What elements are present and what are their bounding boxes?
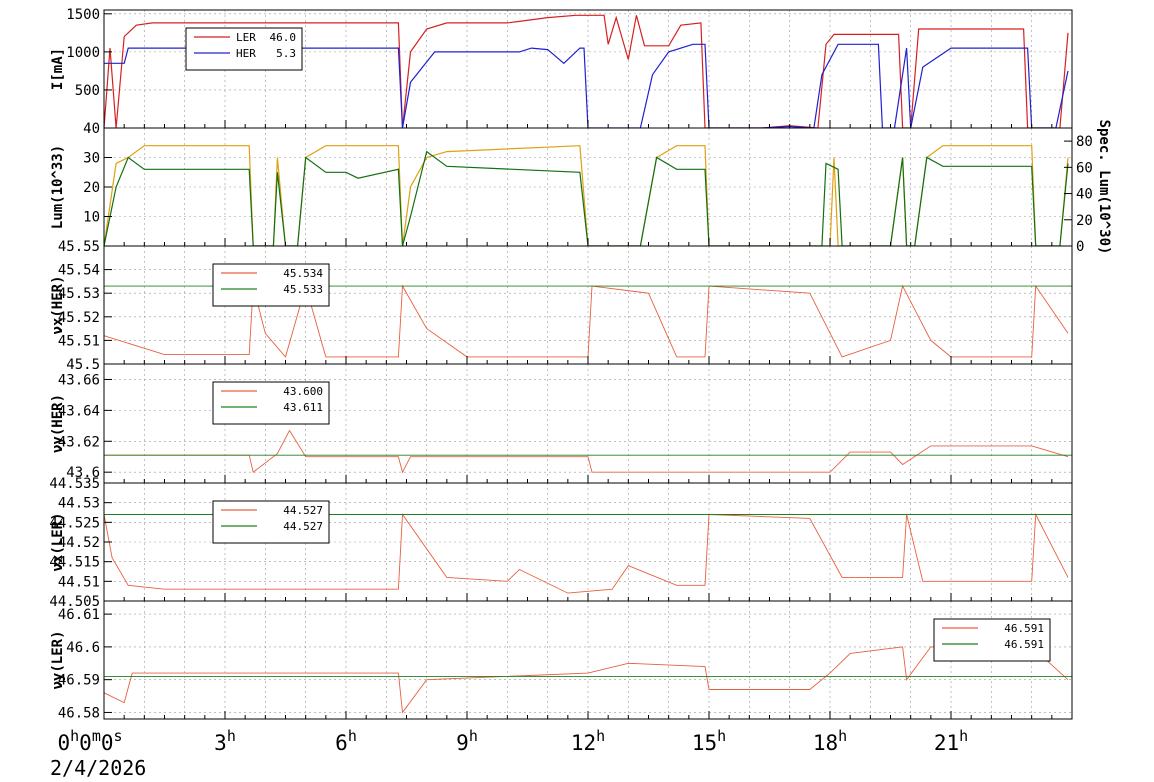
y-axis-label: νy(HER): [50, 394, 66, 453]
x-tick-label: 15h: [692, 727, 726, 755]
panel-nux_ler: 44.505 44.51 44.515 44.52 44.525 44.53 44.535 ν…: [49, 476, 1073, 610]
series-line-ler: [103, 14, 1069, 129]
y-tick-label: 45.54: [58, 263, 100, 279]
y-tick-label: 10: [83, 210, 100, 226]
date-label: 2/4/2026: [50, 756, 146, 780]
y-tick-label: 45.51: [58, 333, 100, 349]
y-tick-label: 46.59: [58, 673, 100, 689]
y2-tick-label: 40: [1076, 187, 1093, 203]
y-tick-label: 44.535: [49, 476, 100, 492]
legend-box: [212, 500, 330, 544]
y-tick-label: 1500: [66, 7, 100, 23]
panel-current: 500 1000 1500 I[mA] LER 46.0 HER 5.3: [50, 7, 1073, 129]
y-tick-label: 43.66: [58, 372, 100, 388]
legend-value: 46.0: [270, 31, 297, 44]
legend: 45.534 45.533: [212, 263, 330, 307]
legend-box: [933, 618, 1051, 662]
panel-nux_her: 45.5 45.51 45.52 45.53 45.54 45.55 νx(HER) 45.5…: [50, 239, 1073, 373]
series-line-measured: [103, 512, 1069, 594]
legend-box: [212, 263, 330, 307]
panel-nuy_her: 43.6 43.62 43.64 43.66 νy(HER) 43.600 43.611: [50, 363, 1073, 484]
x-tick-label: 3h: [214, 727, 236, 755]
y-tick-label: 44.525: [49, 515, 100, 531]
y-tick-label: 20: [83, 180, 100, 196]
y2-tick-label: 80: [1076, 134, 1093, 150]
y-axis-label: νy(LER): [50, 630, 66, 689]
panel-luminosity: 10 20 30 40 Lum(10^33) 0 20 40 60 80 Spec. Lum(10^…: [50, 120, 1112, 255]
y-axis-label: νx(HER): [50, 275, 66, 334]
y-tick-label: 45.55: [58, 239, 100, 255]
legend-name: LER: [236, 31, 256, 44]
y-axis-label: Lum(10^33): [50, 145, 66, 229]
legend-value: 44.527: [283, 504, 323, 517]
y-tick-label: 46.61: [58, 607, 100, 623]
legend-value: 44.527: [283, 520, 323, 533]
y-axis-label: I[mA]: [50, 48, 66, 90]
y-tick-label: 45.53: [58, 286, 100, 302]
legend: 43.600 43.611: [212, 381, 330, 425]
series-line-her: [104, 43, 1069, 129]
legend-value: 46.591: [1004, 638, 1044, 651]
y-axis-label: νx(LER): [50, 512, 66, 571]
y2-axis-label: Spec. Lum(10^30): [1096, 120, 1112, 255]
x-tick-label: 18h: [813, 727, 847, 755]
series-line-measured: [104, 429, 1069, 474]
x-tick-label: 12h: [571, 727, 605, 755]
y-tick-label: 43.64: [58, 403, 100, 419]
y2-tick-label: 20: [1076, 213, 1093, 229]
y-tick-label: 30: [83, 151, 100, 167]
legend: LER 46.0 HER 5.3: [185, 27, 303, 71]
x-tick-label: 9h: [456, 727, 478, 755]
y-tick-label: 46.58: [58, 705, 100, 721]
y-tick-label: 43.6: [66, 465, 100, 481]
y-tick-label: 44.52: [58, 535, 100, 551]
y-tick-label: 44.51: [58, 574, 100, 590]
y-tick-label: 45.52: [58, 310, 100, 326]
legend: 46.591 46.591: [933, 618, 1051, 662]
legend-value: 45.534: [283, 267, 323, 280]
y-tick-label: 46.6: [66, 640, 100, 656]
y-tick-label: 44.515: [49, 555, 100, 571]
y-tick-label: 1000: [66, 45, 100, 61]
legend-box: [212, 381, 330, 425]
legend-value: 43.600: [283, 385, 323, 398]
legend-box: [185, 27, 303, 71]
y-tick-label: 44.53: [58, 496, 100, 512]
y-tick-label: 40: [83, 121, 100, 137]
y-tick-label: 500: [75, 83, 100, 99]
y2-tick-label: 0: [1076, 239, 1084, 255]
panel-nuy_ler: 46.58 46.59 46.6 46.61 νy(LER) 46.591 46.591: [50, 600, 1073, 721]
legend-value: 5.3: [276, 47, 296, 60]
legend-name: HER: [236, 47, 256, 60]
legend-value: 43.611: [283, 401, 323, 414]
y-tick-label: 44.505: [49, 594, 100, 610]
legend: 44.527 44.527: [212, 500, 330, 544]
legend-value: 46.591: [1004, 622, 1044, 635]
x-tick-label: 6h: [335, 727, 357, 755]
y-tick-label: 45.5: [66, 357, 100, 373]
plot-area: [104, 601, 1072, 719]
x-tick-label: 0h0m0s: [57, 727, 122, 755]
y-tick-label: 43.62: [58, 434, 100, 450]
legend-value: 45.533: [283, 283, 323, 296]
x-tick-label: 21h: [934, 727, 968, 755]
series-line-measured: [103, 646, 1069, 714]
y2-tick-label: 60: [1076, 160, 1093, 176]
